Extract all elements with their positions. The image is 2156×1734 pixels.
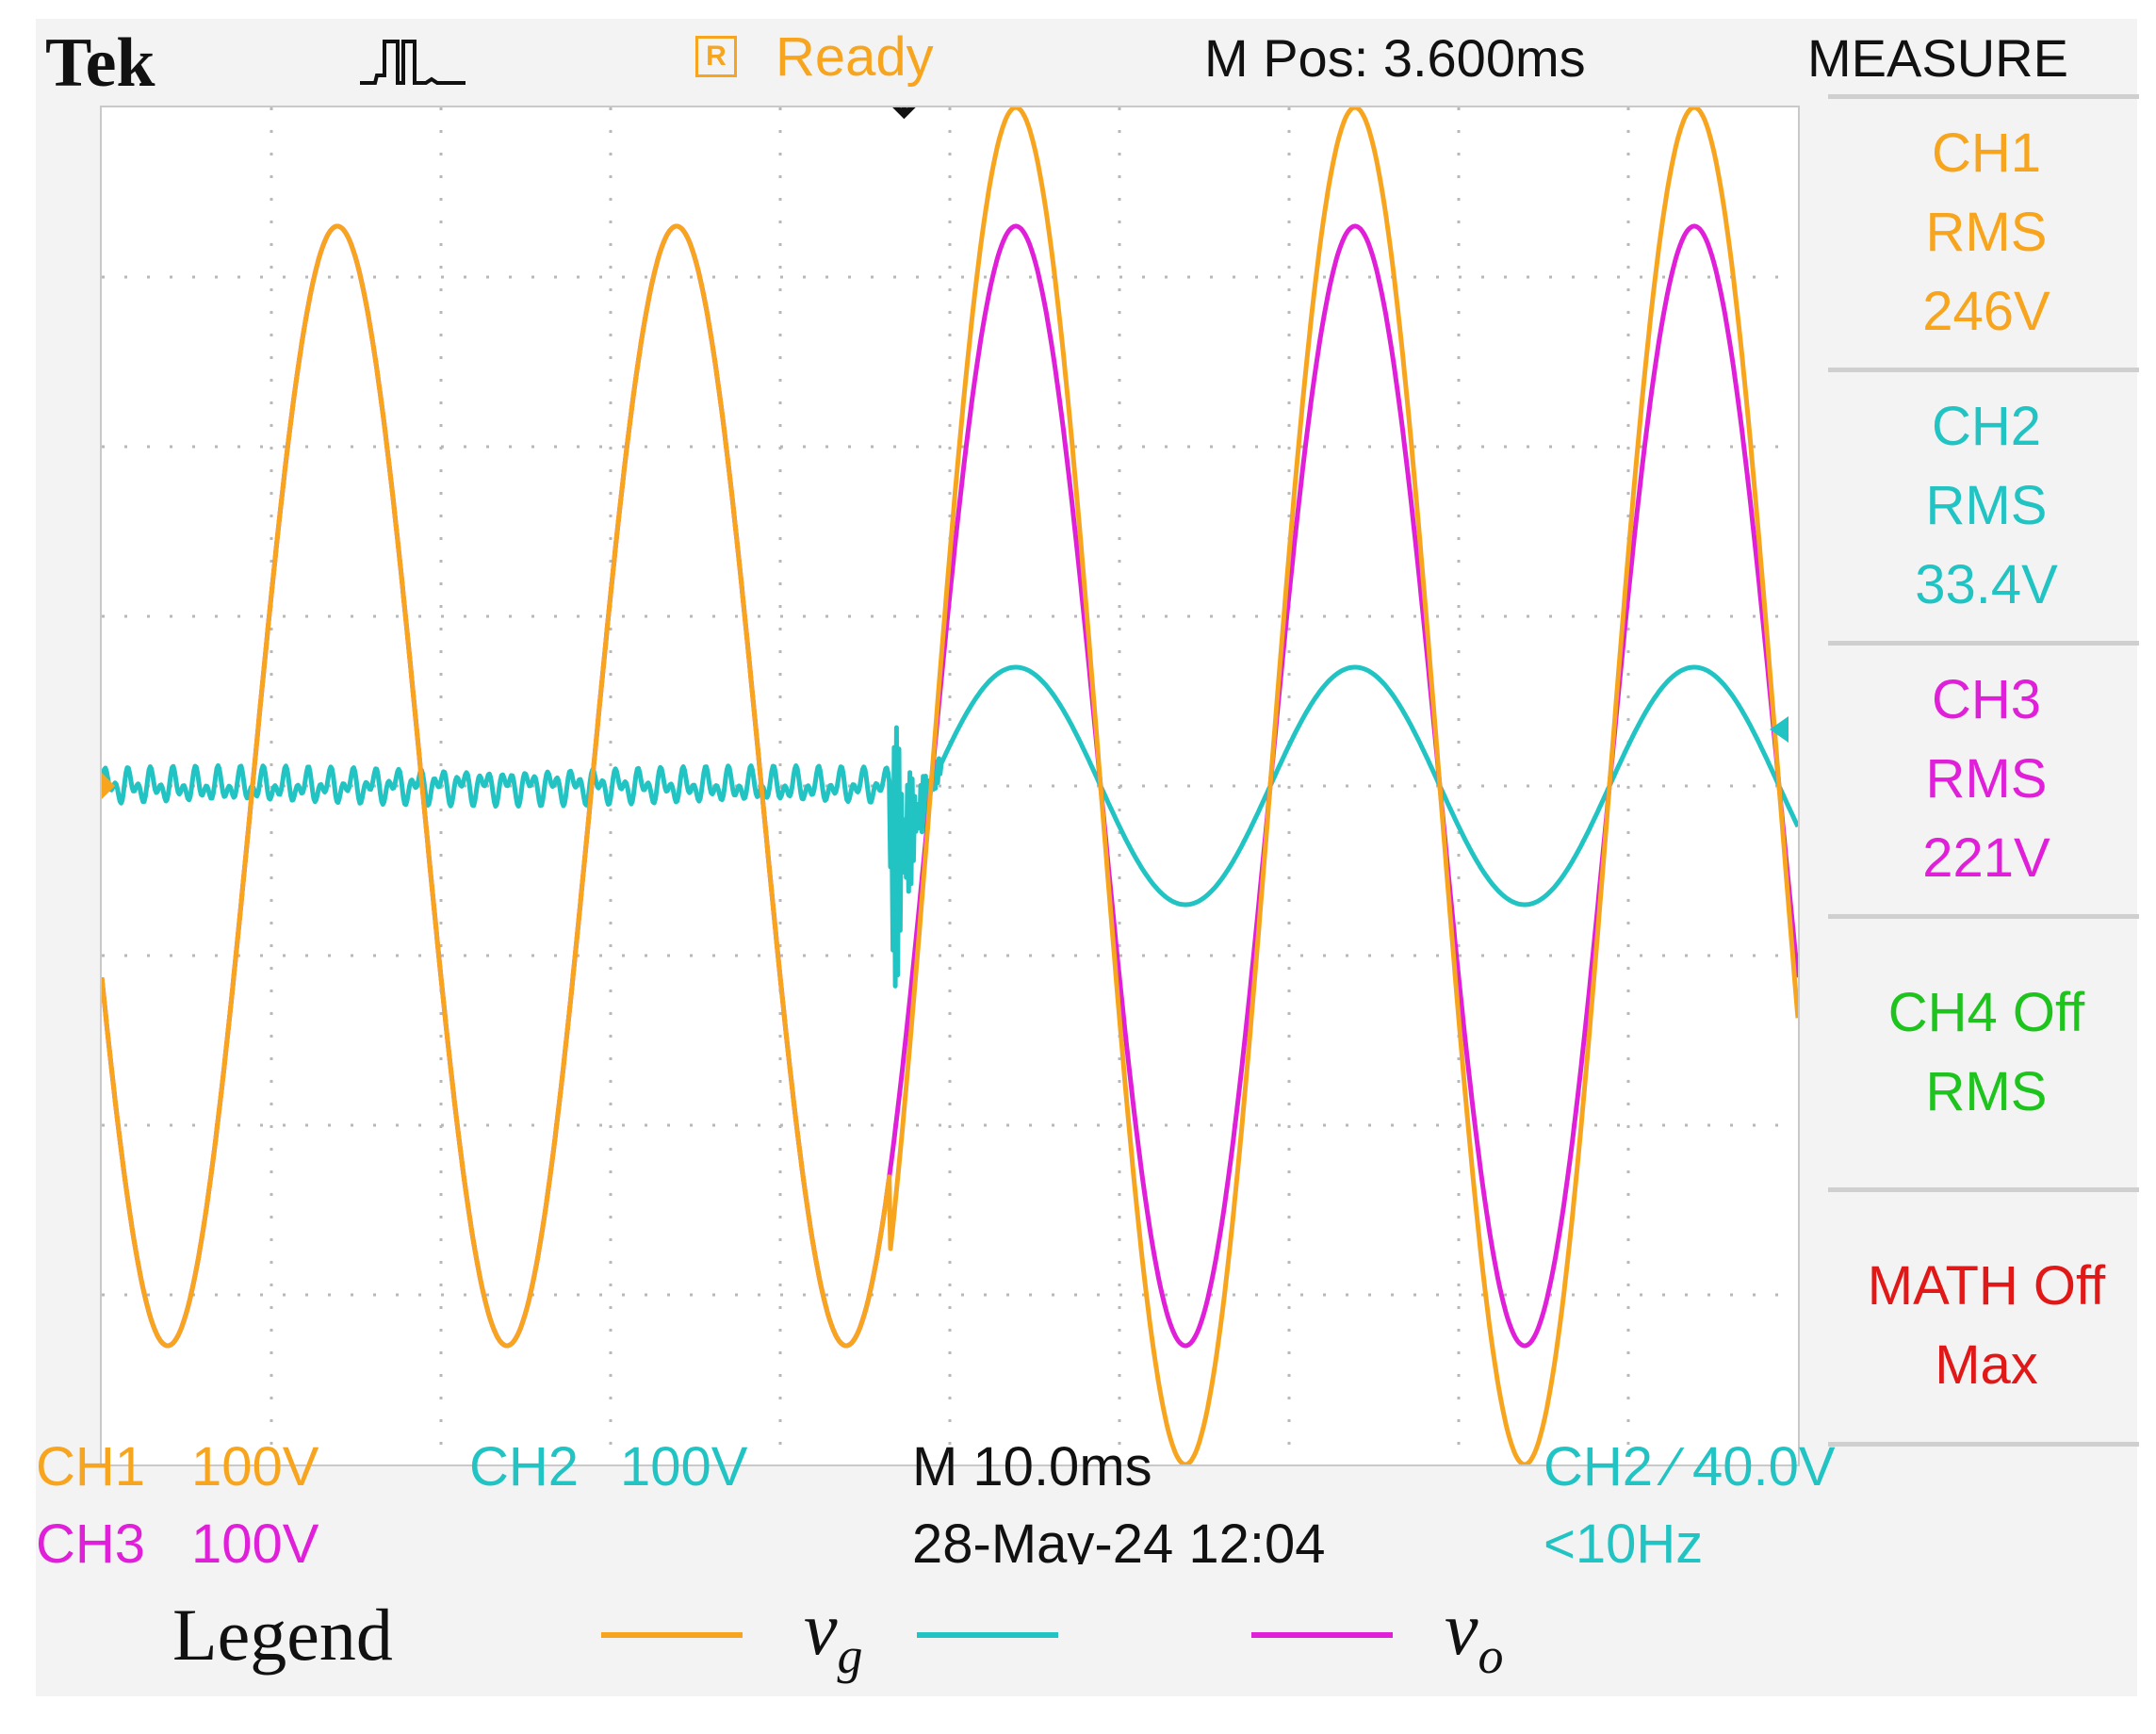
measure-separator	[1828, 94, 2139, 99]
ready-icon: R	[695, 36, 737, 77]
measure-3-line-3: 221V	[1922, 827, 2050, 889]
brand-logo: Tek	[45, 25, 155, 102]
legend-symbol-vo: vo	[1445, 1588, 1504, 1684]
acquisition-status: Ready	[776, 26, 934, 88]
measure-4-line-2: RMS	[1925, 1061, 2048, 1122]
trigger-frequency: <10Hz	[1544, 1513, 1704, 1575]
legend-label: Legend	[172, 1594, 393, 1676]
measure-2-line-1: CH2	[1931, 396, 2042, 457]
ch1-label: CH1	[36, 1436, 146, 1497]
legend-line-vg	[601, 1632, 743, 1638]
ground-level-marker	[102, 773, 115, 799]
acquisition-pulse-icon	[360, 40, 466, 85]
oscilloscope-screen: Tek R Ready M Pos: 3.600ms MEASURE CH1 RM…	[36, 19, 2139, 1696]
measure-5-line-2: Max	[1935, 1334, 2038, 1396]
measure-1-line-1: CH1	[1931, 123, 2042, 184]
trigger-level-marker	[1770, 716, 1788, 743]
measure-1-line-2: RMS	[1925, 202, 2048, 263]
ch2-scale: 100V	[620, 1436, 748, 1497]
date-time: 28-May-24 12:04	[912, 1513, 1326, 1575]
measure-separator	[1828, 368, 2139, 372]
measure-panel: CH1 RMS 246V CH2 RMS 33.4V CH3 RMS 221V CH4 Off RM…	[1788, 94, 2139, 1447]
measure-separator	[1828, 1442, 2139, 1447]
measure-3-line-2: RMS	[1925, 748, 2048, 810]
legend-symbol-vg: vg	[804, 1588, 863, 1684]
trigger-setting: CH2 ∕ 40.0V	[1544, 1436, 1836, 1497]
ch3-label: CH3	[36, 1513, 146, 1575]
ch3-scale: 100V	[191, 1513, 319, 1575]
trigger-position-marker	[889, 94, 920, 120]
measure-separator	[1828, 1187, 2139, 1192]
waveform-display	[99, 94, 1801, 1467]
measure-3-line-1: CH3	[1931, 669, 2042, 730]
measure-1-line-3: 246V	[1922, 281, 2050, 342]
measure-2-line-2: RMS	[1925, 475, 2048, 536]
ch1-scale: 100V	[191, 1436, 319, 1497]
horizontal-position: M Pos: 3.600ms	[1204, 28, 1586, 88]
legend: Legend vg vo	[36, 1564, 2137, 1696]
waveform-ch2	[99, 664, 1801, 989]
measure-separator	[1828, 914, 2139, 919]
waveform-ch1	[99, 105, 1801, 1467]
legend-line-vo	[1251, 1632, 1393, 1638]
measure-5-line-1: MATH Off	[1867, 1255, 2106, 1317]
legend-line-ch2	[917, 1632, 1058, 1638]
measure-separator	[1828, 641, 2139, 646]
timebase: M 10.0ms	[912, 1436, 1152, 1497]
ch2-label: CH2	[469, 1436, 580, 1497]
measure-2-line-3: 33.4V	[1915, 554, 2058, 615]
measure-menu-title: MEASURE	[1807, 28, 2068, 88]
measure-4-line-1: CH4 Off	[1887, 982, 2085, 1043]
waveform-plot	[99, 94, 1801, 1467]
